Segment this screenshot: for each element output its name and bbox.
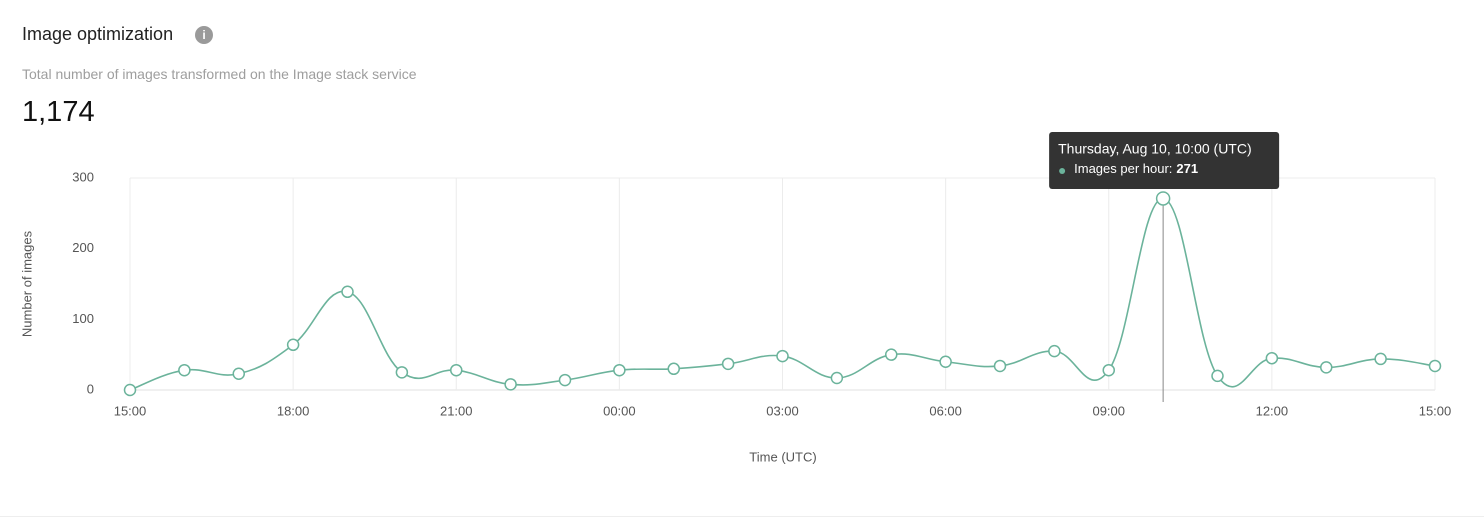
subtitle: Total number of images transformed on th… xyxy=(22,66,417,82)
y-tick-label: 0 xyxy=(87,381,94,396)
tooltip-value: 271 xyxy=(1176,161,1198,176)
x-tick-label: 09:00 xyxy=(1092,403,1125,418)
x-tick-label: 06:00 xyxy=(929,403,962,418)
point xyxy=(993,359,1007,373)
tooltip-box xyxy=(1049,132,1280,189)
point xyxy=(504,378,517,391)
point xyxy=(1155,191,1171,206)
point xyxy=(178,363,191,377)
point xyxy=(830,371,844,385)
tooltip-series: Images per hour: xyxy=(1074,161,1172,176)
x-tick-label: 21:00 xyxy=(440,403,473,418)
point xyxy=(286,338,300,352)
point xyxy=(721,357,735,371)
point xyxy=(1211,369,1224,383)
point xyxy=(123,383,137,397)
tooltip-title: Thursday, Aug 10, 10:00 (UTC) xyxy=(1058,141,1252,157)
y-tick-label: 200 xyxy=(72,240,94,255)
point xyxy=(1428,359,1442,373)
y-tick-label: 100 xyxy=(72,311,94,326)
x-tick-label: 18:00 xyxy=(277,403,310,418)
divider xyxy=(0,516,1484,517)
point xyxy=(1048,344,1061,358)
x-tick-label: 15:00 xyxy=(114,403,147,418)
point xyxy=(232,367,245,380)
point xyxy=(558,373,572,387)
point xyxy=(1265,351,1279,365)
tooltip-label: Images per hour: 271 xyxy=(1074,161,1198,176)
point xyxy=(341,285,354,299)
info-icon[interactable]: i xyxy=(195,26,213,44)
point xyxy=(667,362,680,376)
point xyxy=(1320,361,1333,374)
point xyxy=(613,363,626,377)
tooltip: Thursday, Aug 10, 10:00 (UTC) Images per … xyxy=(1049,132,1280,189)
point xyxy=(1102,363,1115,377)
y-axis-label: Number of images xyxy=(19,230,34,337)
point xyxy=(1374,352,1387,366)
total: 1,174 xyxy=(22,96,95,128)
x-tick-label: 03:00 xyxy=(766,403,799,418)
tooltip-dot xyxy=(1059,168,1066,174)
point xyxy=(395,366,409,379)
point xyxy=(450,363,463,377)
x-tick-label: 12:00 xyxy=(1256,403,1289,418)
point xyxy=(939,355,952,368)
x-tick-label: 00:00 xyxy=(603,403,636,418)
title: Image optimization xyxy=(22,24,174,44)
y-tick-label: 300 xyxy=(72,169,94,184)
point xyxy=(776,349,789,363)
x-tick-label: 15:00 xyxy=(1419,403,1452,418)
x-axis-label: Time (UTC) xyxy=(749,449,816,464)
point xyxy=(885,348,898,361)
